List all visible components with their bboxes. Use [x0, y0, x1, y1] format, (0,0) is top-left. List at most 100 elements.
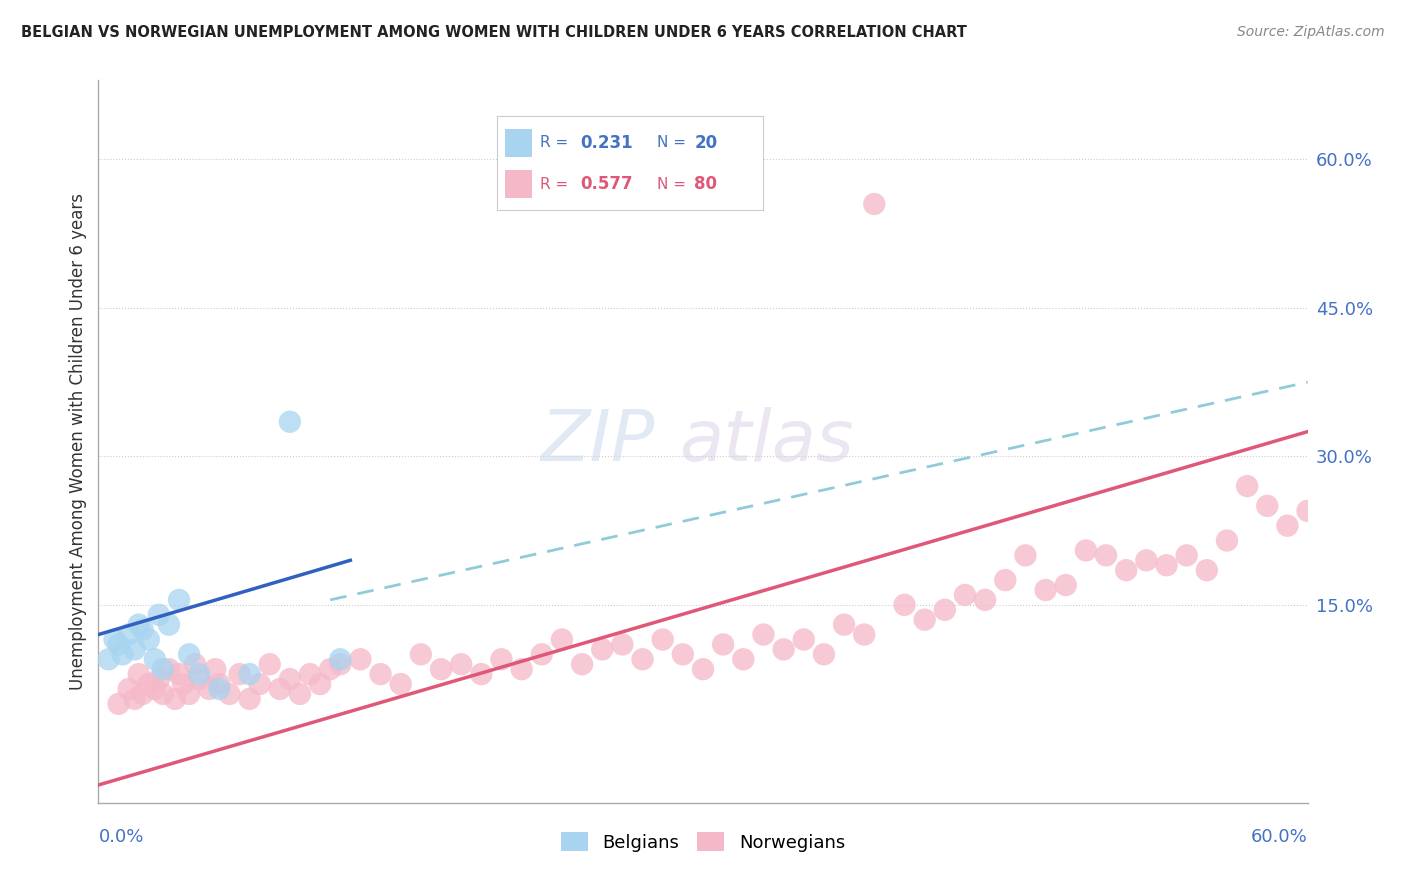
Point [148, 607, 170, 622]
Point [1195, 563, 1218, 577]
Point [208, 677, 231, 691]
Point [329, 652, 352, 666]
Point [128, 667, 150, 681]
Point [994, 573, 1017, 587]
Point [409, 648, 432, 662]
Point [1054, 578, 1077, 592]
Point [772, 642, 794, 657]
Point [1035, 582, 1057, 597]
Point [118, 627, 141, 641]
Point [470, 667, 492, 681]
Point [167, 593, 190, 607]
Point [259, 657, 281, 672]
Point [239, 667, 262, 681]
Text: atlas: atlas [679, 407, 853, 476]
Point [813, 648, 835, 662]
Point [228, 667, 250, 681]
Point [198, 681, 221, 696]
Point [793, 632, 815, 647]
Point [1115, 563, 1137, 577]
Y-axis label: Unemployment Among Women with Children Under 6 years: Unemployment Among Women with Children U… [69, 193, 87, 690]
Point [752, 627, 775, 641]
Text: ZIP: ZIP [540, 407, 655, 476]
Point [651, 632, 673, 647]
Point [450, 657, 472, 672]
Point [152, 662, 174, 676]
Point [1014, 549, 1036, 563]
Point [510, 662, 533, 676]
Point [167, 667, 190, 681]
Point [974, 593, 997, 607]
Point [97, 652, 120, 666]
Text: 0.0%: 0.0% [98, 828, 143, 846]
Point [309, 677, 332, 691]
Point [103, 632, 125, 647]
Point [1135, 553, 1157, 567]
Point [349, 652, 371, 666]
Point [118, 681, 141, 696]
Point [299, 667, 322, 681]
Point [143, 652, 166, 666]
Point [1074, 543, 1097, 558]
Point [107, 637, 129, 651]
Point [370, 667, 392, 681]
Text: 60.0%: 60.0% [1251, 828, 1308, 846]
Point [1175, 549, 1198, 563]
Point [672, 648, 695, 662]
Point [124, 642, 146, 657]
Point [934, 603, 956, 617]
Point [1256, 499, 1278, 513]
Point [269, 681, 291, 696]
Point [893, 598, 915, 612]
Point [208, 681, 231, 696]
Point [184, 657, 207, 672]
Point [491, 652, 513, 666]
Point [530, 648, 553, 662]
Point [571, 657, 593, 672]
Point [953, 588, 976, 602]
Point [138, 632, 160, 647]
Point [239, 691, 262, 706]
Point [733, 652, 755, 666]
Point [163, 691, 186, 706]
Point [329, 657, 352, 672]
Point [249, 677, 271, 691]
Point [172, 677, 194, 691]
Point [1236, 479, 1258, 493]
Point [631, 652, 654, 666]
Point [1296, 504, 1319, 518]
Point [179, 687, 201, 701]
Point [863, 197, 886, 211]
Point [278, 415, 301, 429]
Point [1277, 518, 1299, 533]
Point [188, 667, 211, 681]
Point [389, 677, 412, 691]
Point [591, 642, 613, 657]
Point [914, 613, 936, 627]
Point [179, 648, 201, 662]
Point [832, 617, 855, 632]
Text: Source: ZipAtlas.com: Source: ZipAtlas.com [1237, 25, 1385, 39]
Point [1216, 533, 1239, 548]
Point [711, 637, 734, 651]
Point [138, 677, 160, 691]
Point [124, 691, 146, 706]
Point [1156, 558, 1178, 573]
Point [204, 662, 226, 676]
Point [157, 617, 180, 632]
Point [111, 648, 134, 662]
Point [128, 617, 150, 632]
Point [278, 672, 301, 686]
Point [218, 687, 240, 701]
Point [148, 672, 170, 686]
Point [107, 697, 129, 711]
Point [551, 632, 574, 647]
Legend: Belgians, Norwegians: Belgians, Norwegians [554, 825, 852, 859]
Point [132, 623, 155, 637]
Point [1095, 549, 1118, 563]
Point [1316, 489, 1339, 503]
Point [152, 687, 174, 701]
Point [692, 662, 714, 676]
Point [430, 662, 453, 676]
Point [132, 687, 155, 701]
